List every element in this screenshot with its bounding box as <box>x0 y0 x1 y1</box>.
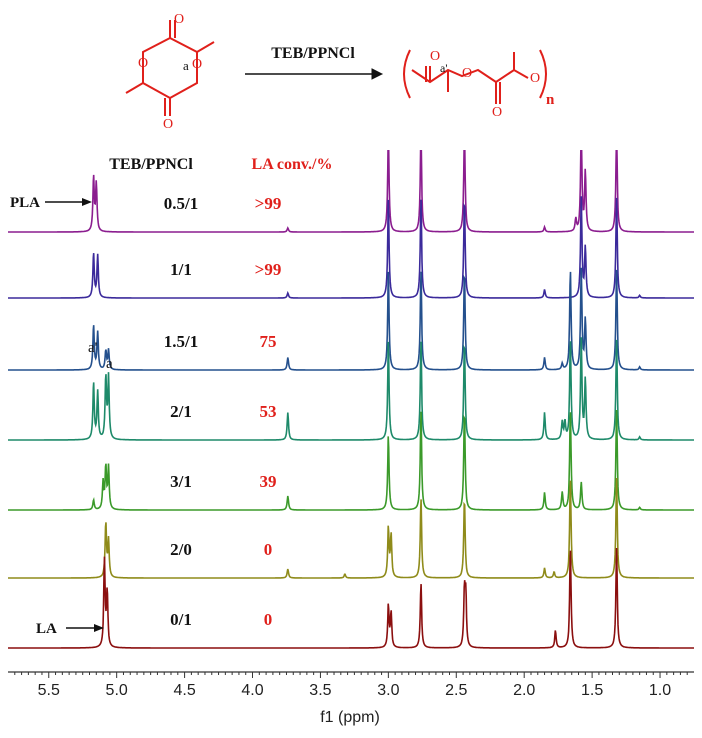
x-tick-label: 2.5 <box>445 682 467 699</box>
scheme-labels: O O O O a TEB/PPNCl O a' O O O n <box>138 12 555 132</box>
spectrum-line <box>8 150 694 233</box>
conversion-label: 0 <box>264 540 273 559</box>
scheme-label-a-prime: a' <box>440 61 448 75</box>
x-tick-label: 4.0 <box>241 682 263 699</box>
x-tick-label: 3.0 <box>377 682 399 699</box>
header-conversion: LA conv./% <box>252 156 333 173</box>
scheme-o-2: O <box>138 56 148 71</box>
scheme-reagent: TEB/PPNCl <box>271 45 355 62</box>
row-labels: 0.5/1 >99 1/1 >99 1.5/1 75 2/1 53 3/1 39 2/0 0 0/1 0 <box>164 194 282 629</box>
la-label: LA <box>36 621 57 637</box>
scheme-o-6: O <box>462 66 472 81</box>
ratio-label: 1/1 <box>170 260 192 279</box>
spectrum-line <box>8 267 694 371</box>
spectrum-line <box>8 547 694 649</box>
spectra-group <box>8 150 694 649</box>
conversion-label: >99 <box>255 260 282 279</box>
header-ratio: TEB/PPNCl <box>109 156 193 173</box>
scheme-o-1: O <box>174 12 184 27</box>
ratio-label: 2/1 <box>170 402 192 421</box>
lactide-structure <box>125 20 215 116</box>
x-tick-label: 5.0 <box>106 682 128 699</box>
x-axis: 5.5 5.0 4.5 4.0 3.5 3.0 2.5 2.0 1.5 1.0 <box>8 671 694 699</box>
ratio-label: 3/1 <box>170 472 192 491</box>
x-tick-label: 3.5 <box>309 682 331 699</box>
conversion-label: 53 <box>260 402 277 421</box>
x-axis-label: f1 (ppm) <box>320 709 380 726</box>
x-tick-label: 1.5 <box>581 682 603 699</box>
scheme-o-7: O <box>492 105 502 120</box>
spectrum-line <box>8 337 694 441</box>
conversion-label: >99 <box>255 194 282 213</box>
x-tick-label: 2.0 <box>513 682 535 699</box>
conversion-label: 0 <box>264 610 273 629</box>
peak-label-a-prime: a' <box>88 340 98 356</box>
x-tick-label: 1.0 <box>649 682 671 699</box>
spectrum-line <box>8 409 694 511</box>
scheme-n: n <box>546 92 555 108</box>
peak-label-a: a <box>106 356 113 372</box>
scheme-o-4: O <box>163 117 173 132</box>
x-tick-label: 5.5 <box>38 682 60 699</box>
ratio-label: 2/0 <box>170 540 192 559</box>
scheme-o-8: O <box>530 71 540 86</box>
spectrum-line <box>8 477 694 579</box>
conversion-label: 75 <box>260 332 277 351</box>
ratio-label: 0.5/1 <box>164 194 198 213</box>
x-tick-label: 4.5 <box>173 682 195 699</box>
pla-label: PLA <box>10 195 40 211</box>
reaction-scheme <box>125 20 547 116</box>
scheme-o-3: O <box>192 57 202 72</box>
pla-structure <box>403 49 547 104</box>
spectrum-line <box>8 196 694 299</box>
scheme-o-5: O <box>430 49 440 64</box>
conversion-label: 39 <box>260 472 277 491</box>
scheme-label-a: a <box>183 58 189 73</box>
ratio-label: 0/1 <box>170 610 192 629</box>
la-annotation: LA <box>36 621 104 637</box>
ratio-label: 1.5/1 <box>164 332 198 351</box>
pla-annotation: PLA <box>10 195 92 211</box>
